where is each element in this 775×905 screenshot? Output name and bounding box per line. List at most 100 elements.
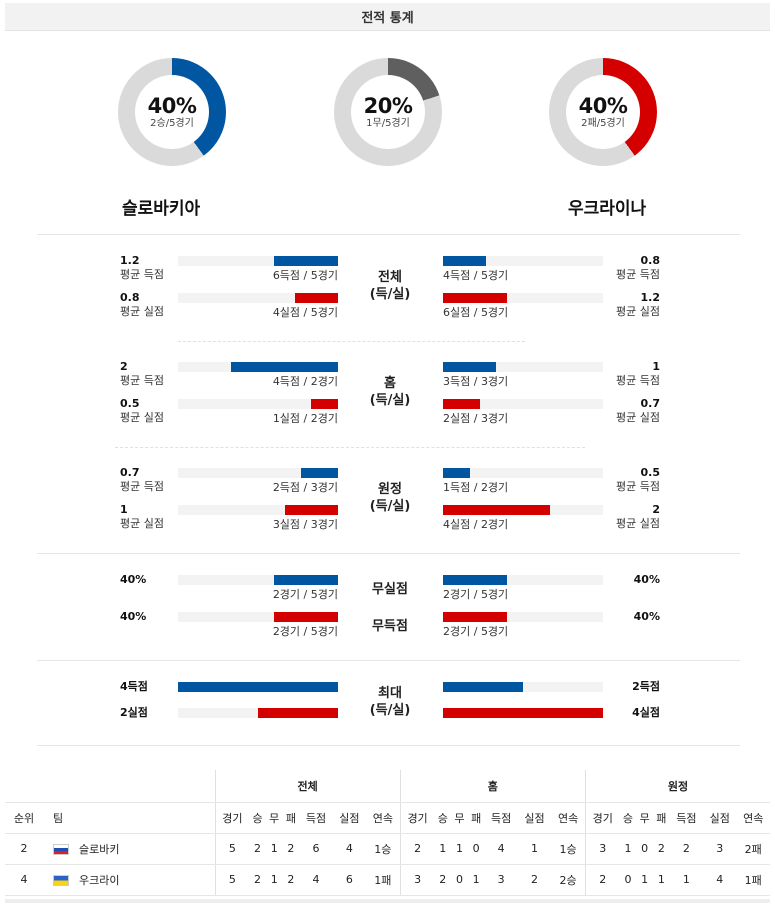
away-bar-label: 2경기 / 5경기 <box>443 625 509 638</box>
home-bar-track <box>178 612 338 622</box>
column-header: 연속 <box>736 802 770 834</box>
home-bar-track <box>178 575 338 585</box>
away-value: 1 <box>652 360 660 373</box>
stat-cell: 3 <box>399 864 435 896</box>
away-bar-track <box>443 362 603 372</box>
home-bar-label: 6득점 / 5경기 <box>272 269 338 282</box>
donut-record: 2승/5경기 <box>150 117 194 129</box>
stat-cell: 3 <box>703 833 737 865</box>
home-value: 1 <box>120 503 128 516</box>
home-bar-track <box>178 362 338 372</box>
standings-table: 전체 홈 원정 순위 팀 경기 승 무 패 득점 실점 연속 경기 승 무 패 득점 실점 연속 경기 승 무 패… <box>5 770 770 896</box>
home-value: 0.5 <box>120 397 140 410</box>
home-bar-fill <box>301 468 338 478</box>
donut-center: 20% 1무/5경기 <box>351 75 425 149</box>
away-bar-track <box>443 682 603 692</box>
away-bar-track <box>443 293 603 303</box>
table-row[interactable]: 2 슬로바키 5 2 1 2 6 4 1승 2 1 1 0 4 1 1승 3 1 0 2 2 3 2패 <box>5 833 770 865</box>
stat-cell: 6 <box>299 833 333 865</box>
section-divider <box>37 553 740 554</box>
away-bar-fill <box>443 505 550 515</box>
stat-cell: 2패 <box>736 833 770 865</box>
home-value-caption: 평균 실점 <box>120 411 164 424</box>
column-header: 득점 <box>669 802 704 834</box>
home-value: 2실점 <box>120 706 148 719</box>
stat-cell: 2 <box>249 833 266 865</box>
stat-cell: 1승 <box>366 833 401 865</box>
away-bar-fill <box>443 682 523 692</box>
away-bar-track <box>443 708 603 718</box>
away-bar-label: 3득점 / 3경기 <box>443 375 509 388</box>
away-bar-track <box>443 256 603 266</box>
stat-cell: 4 <box>484 833 518 865</box>
away-bar-label: 2실점 / 3경기 <box>443 412 509 425</box>
home-bar-label: 2득점 / 3경기 <box>272 481 338 494</box>
away-value: 40% <box>633 573 660 586</box>
table-row[interactable]: 4 우크라이 5 2 1 2 4 6 1패 3 2 0 1 3 2 2승 2 0 1 1 1 4 1패 <box>5 864 770 896</box>
stat-cell: 2 <box>249 864 266 896</box>
column-header: 승 <box>249 802 266 834</box>
team-name: 슬로바키 <box>79 842 120 856</box>
group-away: 원정 <box>584 770 770 803</box>
section-divider <box>37 234 740 235</box>
away-value-caption: 평균 득점 <box>616 480 660 493</box>
stat-cell: 1 <box>517 833 552 865</box>
away-bar-track <box>443 399 603 409</box>
column-header: 경기 <box>584 802 620 834</box>
home-bar-fill <box>231 362 338 372</box>
home-value-caption: 평균 실점 <box>120 517 164 530</box>
home-bar-fill <box>311 399 338 409</box>
home-bar-fill <box>178 682 338 692</box>
column-header: 경기 <box>399 802 435 834</box>
donut-right: 40% 2패/5경기 <box>549 58 657 166</box>
column-header: 연속 <box>366 802 401 834</box>
away-value: 40% <box>633 610 660 623</box>
stat-cell: 2 <box>669 833 704 865</box>
column-header: 패 <box>467 802 485 834</box>
column-header: 승 <box>434 802 452 834</box>
column-header: 실점 <box>517 802 552 834</box>
category-label: 최대 (득/실) <box>369 686 411 718</box>
home-bar-label: 4실점 / 5경기 <box>272 306 338 319</box>
home-value: 2 <box>120 360 128 373</box>
stat-cell: 4 <box>703 864 737 896</box>
column-header: 무 <box>451 802 468 834</box>
donut-center: 20% 1무/5경기 <box>334 58 442 166</box>
category-label: 원정 (득/실) <box>369 482 411 514</box>
home-value: 4득점 <box>120 680 148 693</box>
section-divider <box>178 341 525 342</box>
category-label: 홈 (득/실) <box>369 376 411 408</box>
group-home: 홈 <box>399 770 586 803</box>
section-divider <box>115 447 585 448</box>
home-value: 40% <box>120 610 147 623</box>
stat-cell: 2 <box>282 864 300 896</box>
away-value-caption: 평균 실점 <box>616 411 660 424</box>
column-header: 무 <box>636 802 654 834</box>
donut-record: 1무/5경기 <box>366 117 410 129</box>
category-label: 무실점 <box>372 582 408 597</box>
donut-percent: 40% <box>578 93 628 118</box>
page-title: 전적 통계 <box>361 11 414 26</box>
away-value: 2득점 <box>632 680 660 693</box>
column-header: 연속 <box>551 802 586 834</box>
home-value-caption: 평균 득점 <box>120 268 164 281</box>
stat-cell: 1 <box>265 864 283 896</box>
stat-cell: 1 <box>451 833 468 865</box>
stat-cell: 1 <box>265 833 283 865</box>
stat-cell: 1 <box>434 833 452 865</box>
team-cell[interactable]: 우크라이 <box>43 864 215 896</box>
away-value-caption: 평균 실점 <box>616 517 660 530</box>
stat-cell: 0 <box>451 864 468 896</box>
donut-center: 40% 2패/5경기 <box>566 75 640 149</box>
column-header: 득점 <box>484 802 518 834</box>
stat-cell: 1승 <box>551 833 586 865</box>
home-bar-label: 2경기 / 5경기 <box>272 588 338 601</box>
stat-cell: 2 <box>282 833 300 865</box>
flag-icon <box>53 875 69 886</box>
away-bar-fill <box>443 293 507 303</box>
away-bar-label: 1득점 / 2경기 <box>443 481 509 494</box>
home-value-caption: 평균 실점 <box>120 305 164 318</box>
donut-left: 40% 2승/5경기 <box>118 58 226 166</box>
team-cell[interactable]: 슬로바키 <box>43 833 215 865</box>
away-team-name: 우크라이나 <box>568 199 647 219</box>
